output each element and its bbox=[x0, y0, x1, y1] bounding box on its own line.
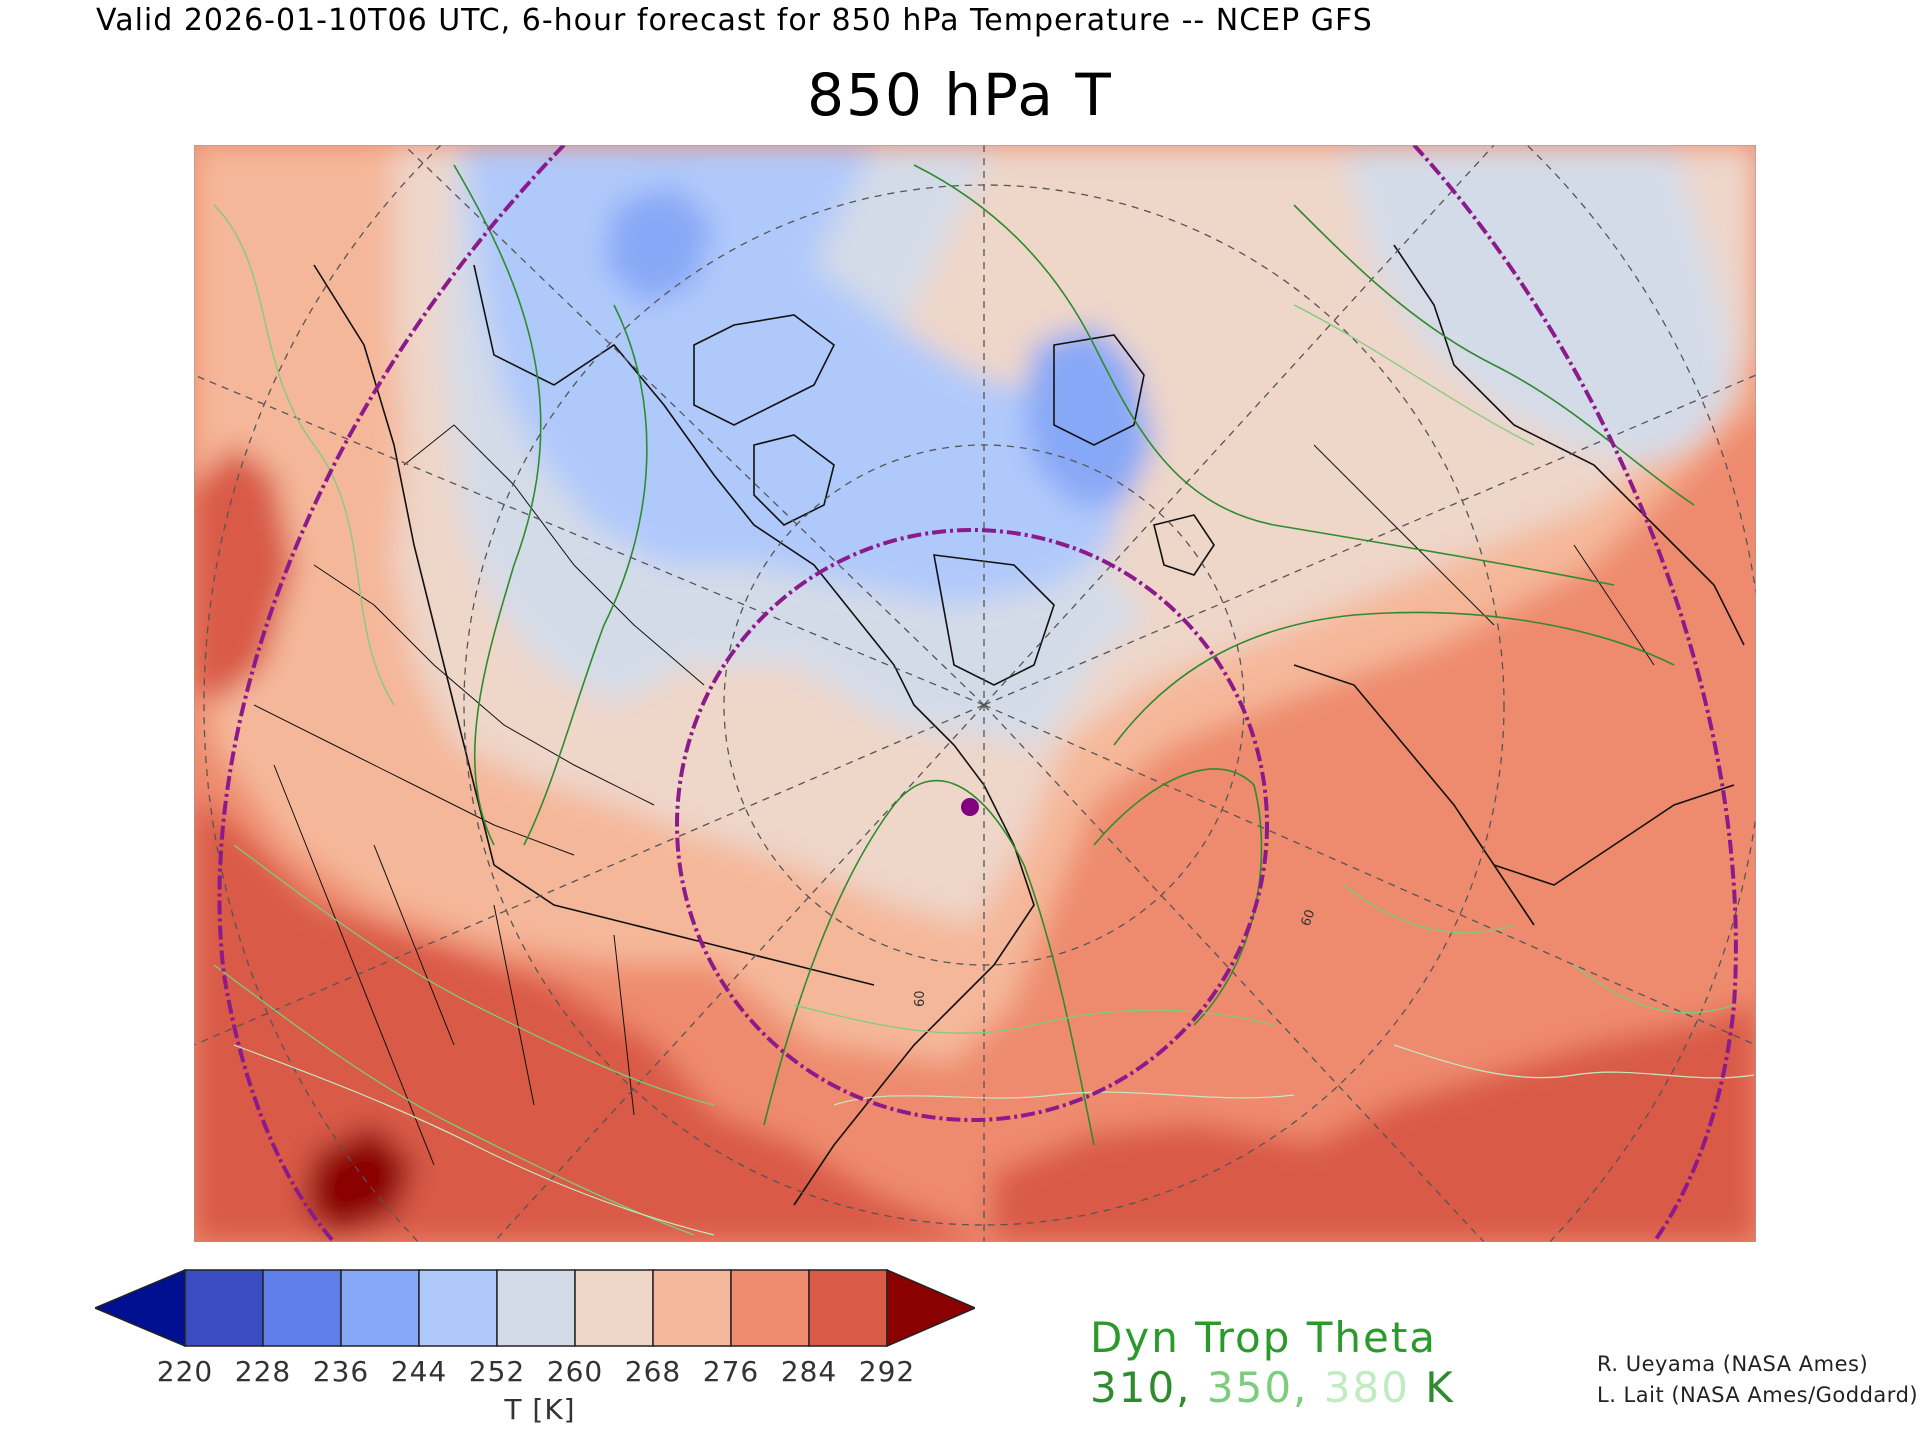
colorbar-tick-label: 220 bbox=[156, 1355, 214, 1388]
field-284b bbox=[994, 1005, 1756, 1242]
graticule-label: 60 bbox=[1299, 908, 1319, 929]
colorbar-tick-label: 268 bbox=[624, 1355, 682, 1388]
contours-380 bbox=[233, 1044, 1755, 1236]
location-marker[interactable] bbox=[961, 798, 979, 816]
colorbar bbox=[93, 1268, 977, 1348]
colorbar-segment bbox=[184, 1269, 264, 1347]
colorbar-segment bbox=[340, 1269, 420, 1347]
colorbar-unit: T [K] bbox=[504, 1393, 576, 1426]
graticule bbox=[194, 145, 1756, 1242]
contour-level-separator: , bbox=[1293, 1363, 1324, 1412]
colorbar-segment bbox=[574, 1269, 654, 1347]
colorbar-under-triangle bbox=[93, 1268, 186, 1348]
field-over bbox=[304, 1125, 414, 1235]
colorbar-segment bbox=[262, 1269, 342, 1347]
contour-level-separator: , bbox=[1176, 1363, 1207, 1412]
contour-level-value: 380 bbox=[1323, 1363, 1410, 1412]
contour-level-value: 310 bbox=[1090, 1363, 1177, 1412]
colorbar-over-triangle bbox=[886, 1268, 977, 1348]
colorbar-segment bbox=[418, 1269, 498, 1347]
colorbar-segment bbox=[496, 1269, 576, 1347]
temperature-map[interactable]: 60 60 bbox=[194, 145, 1756, 1242]
credit-line: L. Lait (NASA Ames/Goddard) bbox=[1597, 1383, 1919, 1407]
colorbar-tick-label: 292 bbox=[858, 1355, 916, 1388]
colorbar-tick-label: 284 bbox=[780, 1355, 838, 1388]
field-244b bbox=[1024, 325, 1154, 505]
colorbar-segment bbox=[730, 1269, 810, 1347]
credit-line: R. Ueyama (NASA Ames) bbox=[1597, 1352, 1869, 1376]
political-boundaries bbox=[253, 424, 1655, 1166]
field-244 bbox=[604, 185, 714, 305]
contour-legend-levels: 310, 350, 380 K bbox=[1090, 1362, 1455, 1414]
contour-level-value: 350 bbox=[1206, 1363, 1294, 1412]
colorbar-segment bbox=[808, 1269, 888, 1347]
forecast-header: Valid 2026-01-10T06 UTC, 6-hour forecast… bbox=[96, 3, 1373, 38]
map-title: 850 hPa T bbox=[807, 61, 1113, 129]
field-284 bbox=[194, 795, 994, 1242]
reference-circles bbox=[217, 145, 1738, 1242]
colorbar-tick-label: 276 bbox=[702, 1355, 760, 1388]
contour-level-separator bbox=[1410, 1363, 1425, 1412]
temperature-field bbox=[194, 145, 1756, 1242]
colorbar-tick-label: 260 bbox=[546, 1355, 604, 1388]
contour-legend-title: Dyn Trop Theta bbox=[1090, 1313, 1438, 1362]
colorbar-tick-label: 236 bbox=[312, 1355, 370, 1388]
colorbar-tick-label: 252 bbox=[468, 1355, 526, 1388]
contour-unit: K bbox=[1425, 1363, 1455, 1412]
colorbar-tick-labels: 220 228 236 244 252 260 268 276 284 292 bbox=[0, 1355, 1920, 1395]
colorbar-segments bbox=[184, 1269, 888, 1347]
contours-310 bbox=[453, 164, 1695, 1146]
graticule-label: 60 bbox=[913, 990, 928, 1007]
colorbar-segment bbox=[652, 1269, 732, 1347]
colorbar-tick-label: 228 bbox=[234, 1355, 292, 1388]
field-284c bbox=[194, 445, 294, 705]
colorbar-tick-label: 244 bbox=[390, 1355, 448, 1388]
